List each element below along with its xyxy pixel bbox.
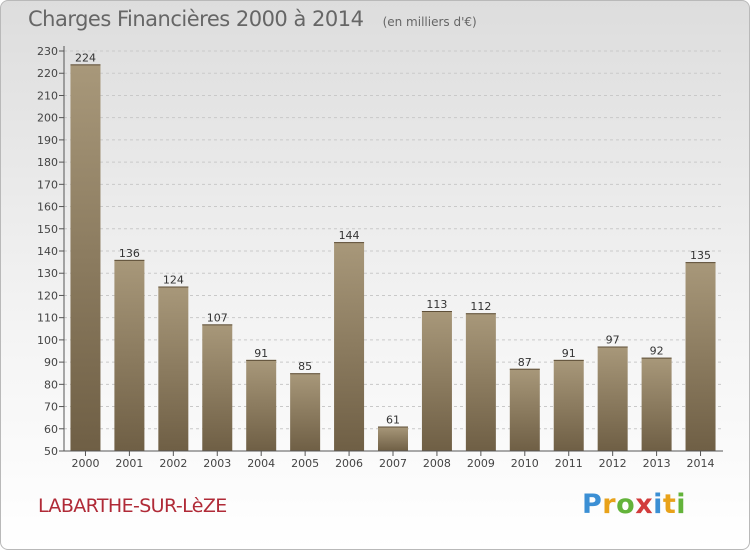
x-tick-label: 2014	[687, 457, 715, 470]
logo-letter: P	[582, 489, 603, 520]
y-tick-label: 60	[44, 423, 58, 436]
data-label: 135	[690, 249, 711, 262]
logo-letter: r	[602, 489, 617, 520]
x-tick-label: 2012	[599, 457, 627, 470]
data-label: 61	[386, 414, 400, 427]
logo-letter: i	[676, 489, 687, 520]
bar	[246, 359, 277, 451]
bars: 224 136 124 107 91 85 144 61 113 112 87 91 97 92 135	[70, 51, 716, 452]
data-label: 144	[339, 229, 360, 242]
bar	[509, 368, 540, 451]
bar	[641, 357, 672, 451]
chart-title: Charges Financières 2000 à 2014 (en mill…	[28, 7, 477, 31]
data-label: 91	[562, 347, 576, 360]
y-tick-label: 150	[37, 223, 58, 236]
x-tick-label: 2001	[115, 457, 143, 470]
y-tick-label: 180	[37, 156, 58, 169]
x-tick-label: 2003	[203, 457, 231, 470]
logo-letter: o	[616, 489, 636, 520]
bar	[70, 64, 101, 452]
y-tick-label: 190	[37, 134, 58, 147]
logo-letter: i	[653, 489, 663, 520]
logo-letter: x	[635, 489, 654, 520]
x-tick-label: 2002	[159, 457, 187, 470]
data-label: 92	[650, 345, 664, 358]
bar	[114, 259, 145, 451]
chart-unit-label: (en milliers d'€)	[382, 15, 477, 29]
y-tick-label: 140	[37, 245, 58, 258]
y-tick-label: 160	[37, 201, 58, 214]
bar	[334, 242, 365, 451]
x-tick-label: 2000	[71, 457, 99, 470]
data-label: 113	[426, 298, 447, 311]
bar	[597, 346, 628, 451]
y-tick-label: 100	[37, 334, 58, 347]
x-axis-ticks: 2000 2001 2002 2003 2004 2005 2006 2007 2008 2009…	[71, 451, 715, 470]
axes	[63, 46, 723, 452]
y-tick-label: 230	[37, 45, 58, 58]
y-tick-label: 210	[37, 89, 58, 102]
y-tick-label: 110	[37, 312, 58, 325]
proxiti-logo: Proxiti	[582, 489, 686, 520]
y-tick-label: 200	[37, 112, 58, 125]
y-tick-label: 170	[37, 178, 58, 191]
logo-letter: t	[662, 489, 677, 520]
y-tick-label: 90	[44, 356, 58, 369]
bar	[202, 324, 233, 451]
chart-title-text: Charges Financières 2000 à 2014	[28, 7, 364, 31]
bar	[290, 373, 321, 451]
y-tick-label: 130	[37, 267, 58, 280]
x-tick-label: 2008	[423, 457, 451, 470]
x-tick-label: 2007	[379, 457, 407, 470]
data-label: 91	[254, 347, 268, 360]
commune-name: LABARTHE-SUR-LèZE	[38, 495, 227, 517]
data-label: 107	[207, 311, 228, 324]
bar	[465, 313, 496, 451]
x-tick-label: 2009	[467, 457, 495, 470]
x-tick-label: 2013	[643, 457, 671, 470]
data-label: 97	[606, 334, 620, 347]
y-axis-ticks: 50 60 70 80 90 100 110 120 130 140 150 160 170 180 190…	[37, 45, 64, 458]
data-label: 136	[119, 247, 140, 260]
bar	[421, 311, 452, 451]
x-tick-label: 2010	[511, 457, 539, 470]
x-tick-label: 2006	[335, 457, 363, 470]
x-tick-label: 2004	[247, 457, 275, 470]
bar	[378, 426, 408, 451]
y-tick-label: 70	[44, 401, 58, 414]
data-label: 124	[163, 274, 184, 287]
y-tick-label: 80	[44, 378, 58, 391]
y-tick-label: 50	[44, 445, 58, 458]
data-label: 224	[75, 51, 96, 64]
data-label: 87	[518, 356, 532, 369]
y-tick-label: 220	[37, 67, 58, 80]
x-tick-label: 2011	[555, 457, 583, 470]
bar	[553, 359, 584, 451]
bar	[158, 286, 189, 451]
data-label: 112	[470, 300, 491, 313]
data-label: 85	[298, 360, 312, 373]
bar	[685, 262, 716, 451]
x-tick-label: 2005	[291, 457, 319, 470]
y-tick-label: 120	[37, 289, 58, 302]
